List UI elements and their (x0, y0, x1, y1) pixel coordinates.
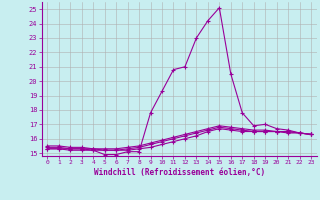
X-axis label: Windchill (Refroidissement éolien,°C): Windchill (Refroidissement éolien,°C) (94, 168, 265, 177)
